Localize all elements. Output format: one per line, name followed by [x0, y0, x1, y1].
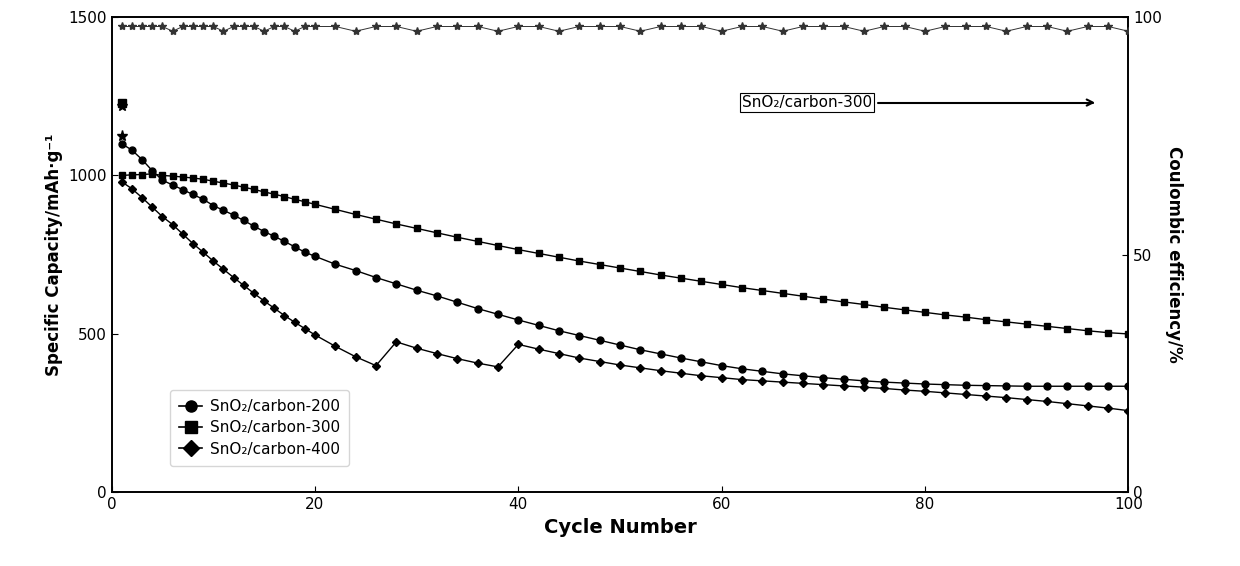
SnO₂/carbon-200 — [308, 253, 322, 260]
SnO₂/carbon-200 — [288, 243, 303, 250]
SnO₂/carbon-200 — [673, 355, 688, 362]
SnO₂/carbon-400 — [1121, 408, 1136, 414]
Line: SnO₂/carbon-400: SnO₂/carbon-400 — [119, 179, 1131, 413]
SnO₂/carbon-200 — [267, 233, 281, 240]
SnO₂/carbon-400 — [114, 178, 129, 185]
SnO₂/carbon-400 — [267, 305, 281, 312]
X-axis label: Cycle Number: Cycle Number — [543, 518, 697, 537]
Line: SnO₂/carbon-300: SnO₂/carbon-300 — [118, 170, 1132, 337]
SnO₂/carbon-300 — [348, 211, 363, 218]
SnO₂/carbon-300 — [1121, 331, 1136, 337]
SnO₂/carbon-300 — [298, 198, 312, 205]
Line: SnO₂/carbon-200: SnO₂/carbon-200 — [118, 140, 1132, 390]
SnO₂/carbon-200 — [114, 140, 129, 147]
SnO₂/carbon-200 — [1121, 383, 1136, 389]
SnO₂/carbon-300 — [145, 170, 160, 177]
SnO₂/carbon-200 — [1019, 383, 1034, 389]
SnO₂/carbon-300 — [277, 194, 291, 200]
SnO₂/carbon-400 — [288, 319, 303, 325]
Legend: SnO₂/carbon-200, SnO₂/carbon-300, SnO₂/carbon-400: SnO₂/carbon-200, SnO₂/carbon-300, SnO₂/c… — [170, 390, 350, 466]
Y-axis label: Specific Capacity/mAh·g⁻¹: Specific Capacity/mAh·g⁻¹ — [45, 134, 63, 376]
SnO₂/carbon-300 — [226, 182, 241, 188]
SnO₂/carbon-400 — [308, 332, 322, 338]
SnO₂/carbon-300 — [114, 172, 129, 179]
SnO₂/carbon-400 — [327, 343, 342, 350]
SnO₂/carbon-400 — [673, 370, 688, 376]
SnO₂/carbon-400 — [216, 266, 231, 273]
SnO₂/carbon-300 — [327, 206, 342, 213]
SnO₂/carbon-200 — [327, 261, 342, 268]
Text: SnO₂/carbon-300: SnO₂/carbon-300 — [742, 95, 1092, 110]
Y-axis label: Coulombic efficiency/%: Coulombic efficiency/% — [1164, 147, 1183, 363]
SnO₂/carbon-300 — [694, 278, 709, 285]
SnO₂/carbon-200 — [216, 207, 231, 214]
